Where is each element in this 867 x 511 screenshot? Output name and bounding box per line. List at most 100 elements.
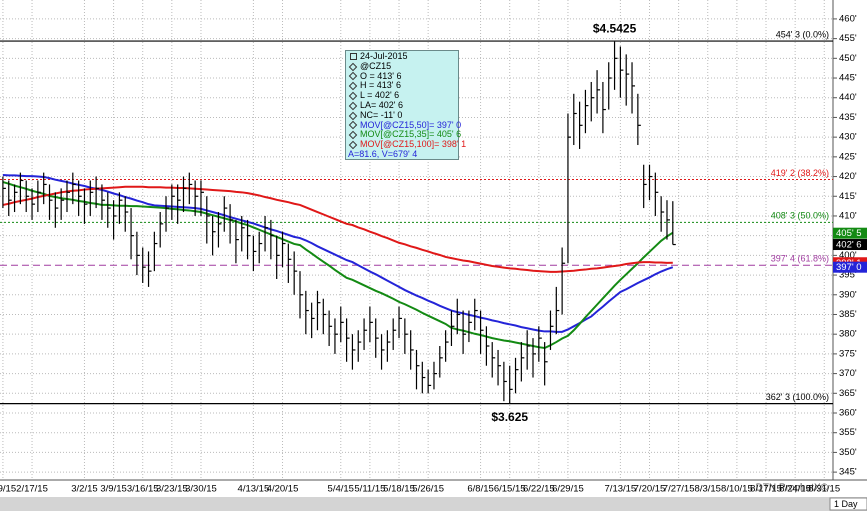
info-icon[interactable] [350,53,357,61]
info-text: NC= -11' 0 [360,109,403,120]
x-tick-label: 8/31/15 [808,484,840,495]
x-tick-label: 8/24/15 [779,484,811,495]
info-text: 24-Jul-2015 [360,51,408,61]
y-tick-label: 350' [839,447,857,458]
y-tick-label: 445' [839,73,857,84]
moving-average-line [2,185,673,273]
x-tick-label: 3/23/15 [156,484,188,495]
y-tick-label: 400' [839,250,857,261]
info-row: NC= -11' 0 [348,109,456,121]
low-annotation: $3.625 [491,410,528,424]
info-row: A=81.6, V=679' 4 [348,148,456,160]
info-row: O = 413' 6 [348,70,456,82]
info-icon[interactable] [348,131,358,140]
y-tick-label: 425' [839,151,857,162]
x-tick-label: 2/17/15 [16,484,48,495]
y-tick-label: 355' [839,427,857,438]
level-label: 408' 3 (50.0%) [771,211,829,221]
last-value-box [833,239,867,251]
info-icon[interactable] [348,82,358,91]
y-tick-label: 365' [839,388,857,399]
info-row: MOV[@CZ15,100]= 398' 1 [348,139,466,150]
last-value-label: 397' 0 [836,262,862,273]
info-text: L = 402' 6 [360,90,400,101]
info-text: MOV[@CZ15,50]= 397' 0 [360,119,462,130]
level-label: 454' 3 (0.0%) [776,29,829,39]
y-tick-label: 450' [839,53,857,64]
moving-average-line [2,173,674,333]
high-annotation: $4.5425 [593,22,637,36]
status-bar [0,497,867,511]
x-tick-label: 5/4/15 [328,484,354,495]
x-tick-label: 7/13/15 [605,484,637,495]
info-text: O = 413' 6 [360,70,402,81]
x-tick-label: 5/26/15 [412,484,444,495]
info-text: H = 413' 6 [360,80,401,91]
info-row: L = 402' 6 [348,90,456,101]
x-tick-label: 7/20/15 [634,484,666,495]
x-tick-label: 4/20/15 [267,484,299,495]
x-tick-label: 5/11/15 [354,484,385,495]
y-tick-label: 420' [839,171,857,182]
y-tick-label: 435' [839,112,857,123]
info-text: MOV[@CZ15,35]= 405' 6 [360,129,462,140]
y-tick-label: 370' [839,368,857,379]
info-icon[interactable] [348,111,358,120]
moving-average-line [2,181,674,350]
x-tick-label: 8/3/15 [695,484,721,495]
x-tick-label: 2/9/15 [0,484,16,495]
info-text: @CZ15 [360,60,392,71]
y-tick-label: 390' [839,289,857,300]
y-tick-label: 460' [839,13,857,24]
x-tick-label: 8/10/15 [721,484,753,495]
level-label: 362' 3 (100.0%) [766,392,829,402]
info-row: MOV[@CZ15,35]= 405' 6 [348,130,461,140]
last-value-box [833,227,867,239]
info-icon[interactable] [348,72,358,81]
y-tick-label: 395' [839,270,857,281]
info-row: H = 413' 6 [348,81,456,91]
y-tick-label: 410' [839,210,857,221]
watermark: DTN ProphetX© [756,483,829,494]
info-icon[interactable] [348,91,358,101]
interval-box[interactable] [829,497,867,511]
x-tick-label: 3/2/15 [71,484,97,495]
plot-area: 454' 3 (0.0%) 419' 2 (38.2%) 408' 3 (50.0%… [0,0,833,480]
info-icon[interactable] [348,62,358,71]
y-tick-label: 415' [839,191,857,202]
y-tick-label: 360' [839,408,857,419]
x-tick-label: 5/18/15 [383,484,415,495]
level-label: 419' 2 (38.2%) [771,168,829,178]
x-tick-label: 7/27/15 [663,484,695,495]
info-row: LA= 402' 6 [348,99,456,111]
info-row: 24-Jul-2015 [348,51,456,62]
interval-label: 1 Day [834,499,858,509]
x-tick-label: 3/16/15 [127,484,159,495]
last-value-label: 402' 6 [836,240,862,251]
x-tick-label: 3/9/15 [100,484,126,495]
info-row: @CZ15 [348,60,456,72]
x-tick-label: 8/17/15 [750,484,782,495]
info-icon[interactable] [348,101,358,111]
x-tick-label: 6/22/15 [523,484,555,495]
y-tick-label: 380' [839,329,857,340]
info-text: LA= 402' 6 [360,99,404,110]
y-tick-label: 345' [839,467,857,478]
info-row: MOV[@CZ15,50]= 397' 0 [348,120,461,131]
info-text: A=81.6, V=679' 4 [348,148,418,159]
y-tick-label: 440' [839,92,857,103]
y-tick-label: 455' [839,33,857,44]
x-tick-label: 6/8/15 [467,484,493,495]
x-tick-label: 4/13/15 [238,484,270,495]
info-icon[interactable] [348,121,358,130]
last-value-label: 405' 5 [836,228,862,239]
last-value-box [833,261,867,273]
x-tick-label: 3/30/15 [185,484,217,495]
y-tick-label: 430' [839,132,857,143]
x-tick-label: 6/29/15 [552,484,584,495]
y-tick-label: 385' [839,309,857,320]
info-text: MOV[@CZ15,100]= 398' 1 [360,139,467,150]
y-tick-label: 375' [839,348,857,359]
